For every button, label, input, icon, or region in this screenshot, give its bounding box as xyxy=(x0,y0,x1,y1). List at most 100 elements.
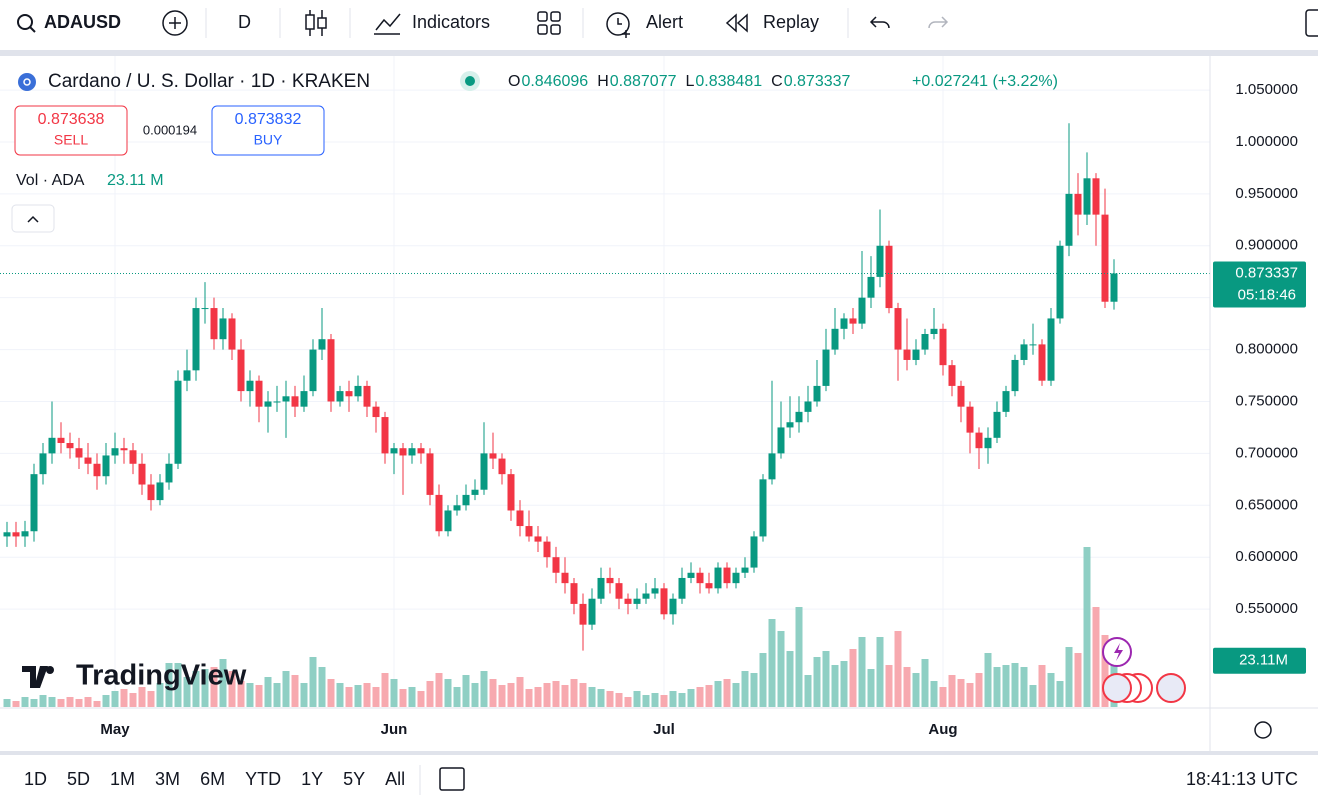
watermark-logo xyxy=(22,666,48,688)
add-symbol[interactable] xyxy=(162,10,188,36)
buy-label: BUY xyxy=(254,132,283,148)
collapse-legend[interactable] xyxy=(11,204,55,233)
volume-bar xyxy=(417,691,425,707)
volume-bar xyxy=(471,683,479,707)
range-button[interactable]: 1M xyxy=(110,769,135,789)
volume-bar xyxy=(75,699,83,707)
volume-bar xyxy=(264,677,272,707)
volume-bar xyxy=(354,685,362,707)
candle-body xyxy=(1029,344,1037,346)
volume-bar xyxy=(84,697,92,707)
candle-body xyxy=(219,318,227,340)
candle-body xyxy=(624,598,632,604)
candle-body xyxy=(498,458,506,475)
volume-bar xyxy=(237,681,245,707)
candle-body xyxy=(930,328,938,335)
volume-bar xyxy=(858,637,866,707)
sell-button[interactable] xyxy=(14,105,128,156)
ohlc-key: C xyxy=(771,73,783,90)
candle-body xyxy=(453,505,461,511)
alert-button[interactable]: Alert xyxy=(646,12,683,32)
volume-bar xyxy=(696,687,704,707)
volume-bar xyxy=(183,677,191,707)
volume-bar xyxy=(507,683,515,707)
indicators-icon[interactable] xyxy=(374,13,401,35)
volume-bar xyxy=(930,681,938,707)
candle-body xyxy=(111,448,119,456)
volume-bar xyxy=(642,695,650,707)
candle-body xyxy=(471,489,479,495)
event-icon[interactable] xyxy=(1102,673,1132,703)
volume-badge xyxy=(1213,647,1306,674)
ada-logo xyxy=(18,73,36,91)
volume-bar xyxy=(147,691,155,707)
range-button[interactable]: 1Y xyxy=(301,769,323,789)
candle-body xyxy=(516,510,524,527)
redo-button[interactable] xyxy=(928,16,949,29)
candle-body xyxy=(1020,344,1028,360)
volume-bar xyxy=(129,693,137,707)
candle-body xyxy=(966,406,974,433)
range-button[interactable]: 3M xyxy=(155,769,180,789)
y-tick-label: 0.950000 xyxy=(1235,185,1298,202)
volume-bar xyxy=(273,683,281,707)
volume-bar xyxy=(372,687,380,707)
countdown: 05:18:46 xyxy=(1238,286,1296,303)
ohlc-legend: O 0.846096 H 0.887077 L 0.838481 C 0.873337 xyxy=(508,73,851,90)
candle-body xyxy=(336,391,344,402)
ohlc-value: 0.838481 xyxy=(695,73,762,90)
volume-bar xyxy=(1020,667,1028,707)
volume-bar xyxy=(318,667,326,707)
volume-bar xyxy=(1047,673,1055,707)
replay-button[interactable]: Replay xyxy=(763,12,819,32)
range-button[interactable]: 5D xyxy=(67,769,90,789)
alert-icon[interactable] xyxy=(606,12,630,36)
templates-icon[interactable] xyxy=(537,11,548,22)
candle-body xyxy=(948,365,956,386)
volume-bar xyxy=(219,659,227,707)
goto-date[interactable] xyxy=(439,767,465,791)
candle-body xyxy=(255,380,263,407)
y-tick-label: 0.900000 xyxy=(1235,237,1298,254)
event-icon[interactable] xyxy=(1156,673,1186,703)
layout-button[interactable] xyxy=(1305,9,1318,37)
y-tick-label: 0.550000 xyxy=(1235,600,1298,617)
range-button[interactable]: YTD xyxy=(245,769,281,789)
candle-body xyxy=(210,308,218,340)
candle-body xyxy=(957,385,965,407)
range-button[interactable]: 1D xyxy=(24,769,47,789)
replay-icon[interactable] xyxy=(725,13,748,33)
volume-bar xyxy=(714,681,722,707)
volume-bar xyxy=(867,669,875,707)
range-button[interactable]: All xyxy=(385,769,405,789)
volume-bar xyxy=(615,693,623,707)
range-button[interactable]: 5Y xyxy=(343,769,365,789)
volume-bar xyxy=(453,687,461,707)
candle-body xyxy=(84,457,92,464)
candle-body xyxy=(372,406,380,418)
volume-bar xyxy=(768,619,776,707)
candle-body xyxy=(237,349,245,392)
volume-bar xyxy=(57,699,65,707)
symbol[interactable]: ADAUSD xyxy=(44,12,121,32)
buy-button[interactable] xyxy=(211,105,325,156)
volume-bar xyxy=(939,687,947,707)
interval[interactable]: D xyxy=(238,12,251,32)
axis-settings[interactable] xyxy=(1254,721,1272,739)
volume-bar xyxy=(3,699,11,707)
volume-bar xyxy=(1056,681,1064,707)
volume-bar xyxy=(39,695,47,707)
ada-logo xyxy=(23,78,31,86)
volume-bar xyxy=(1038,665,1046,707)
indicators-button[interactable]: Indicators xyxy=(412,12,490,32)
candle-body xyxy=(327,339,335,402)
undo-button[interactable] xyxy=(869,16,890,29)
range-button[interactable]: 6M xyxy=(200,769,225,789)
candle-body xyxy=(885,245,893,309)
candle-body xyxy=(786,422,794,428)
volume-value: 23.11M xyxy=(1239,652,1288,669)
ohlc-value: 0.846096 xyxy=(521,73,588,90)
candle-body xyxy=(300,391,308,407)
search-icon[interactable] xyxy=(17,14,33,30)
